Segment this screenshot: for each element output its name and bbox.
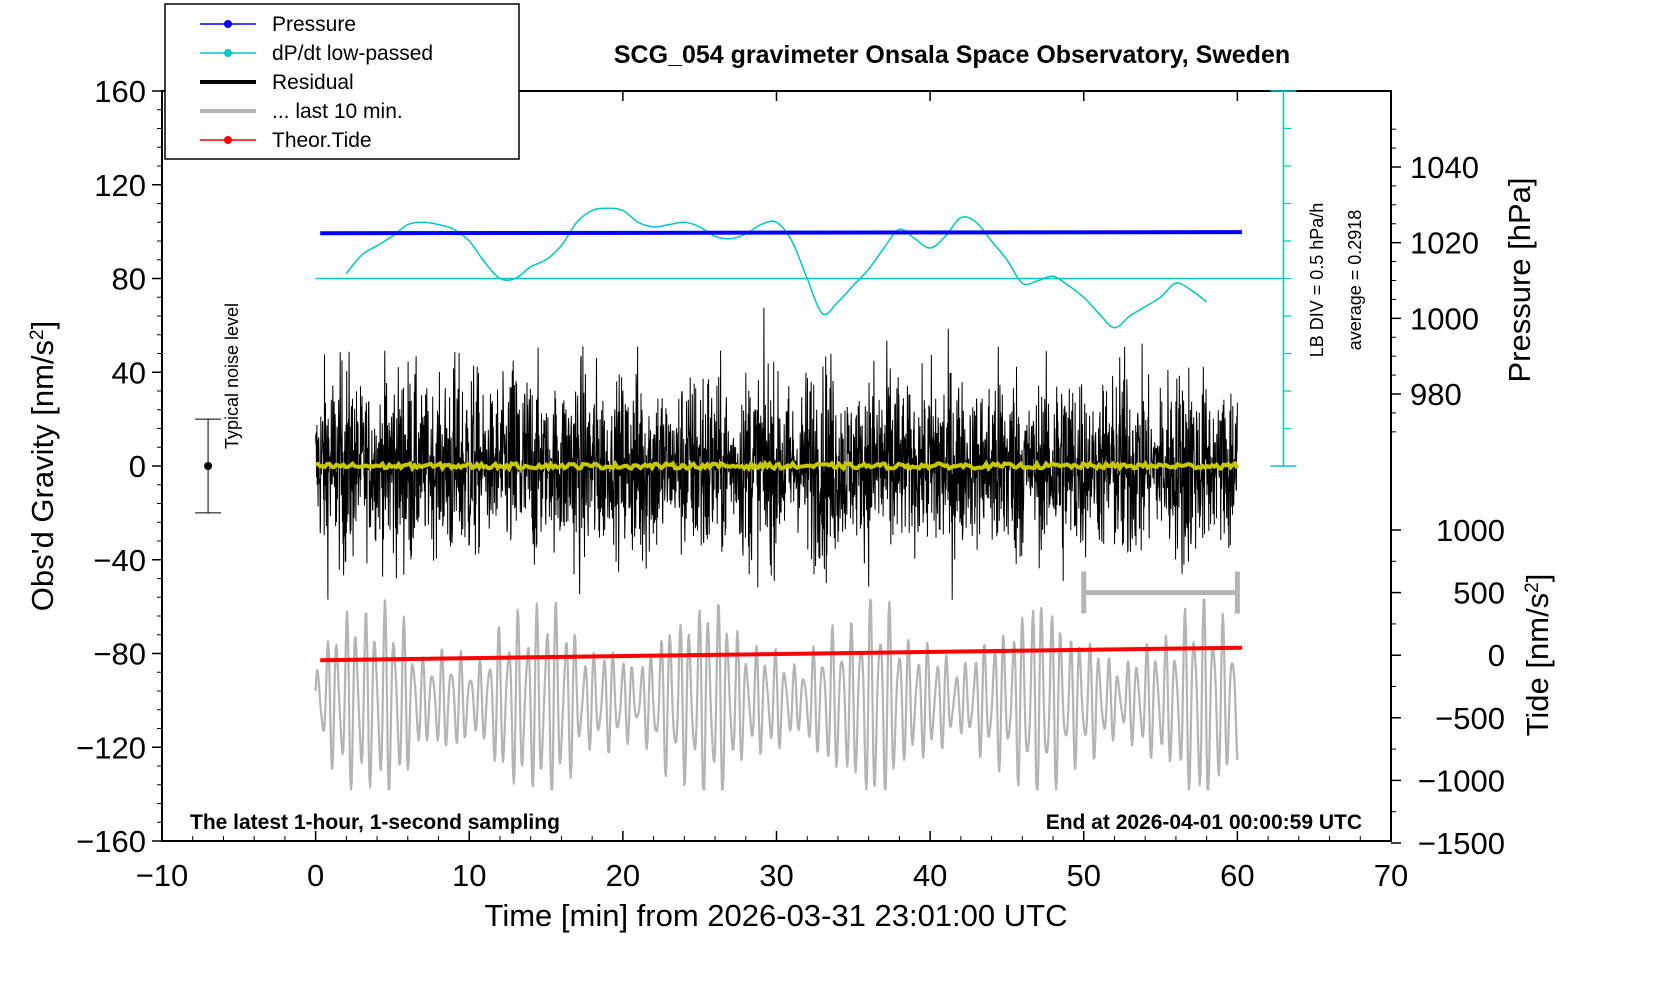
x-tick-label-7: 60	[1220, 858, 1254, 893]
end-time-note: End at 2026-04-01 00:00:59 UTC	[1046, 811, 1362, 834]
chart-title: SCG_054 gravimeter Onsala Space Observat…	[614, 41, 1290, 69]
y-tick-label-8: −160	[76, 824, 146, 859]
sampling-note: The latest 1-hour, 1-second sampling	[190, 811, 560, 834]
noise-center-dot	[204, 462, 213, 470]
dpdt-series	[315, 207, 1284, 329]
last-10-min-series	[314, 598, 1239, 791]
y-tick-label-0: 160	[94, 74, 146, 109]
x-tick-label-6: 50	[1067, 858, 1101, 893]
legend-label-last10: ... last 10 min.	[272, 100, 403, 123]
average-label: average = 0.2918	[1345, 210, 1365, 351]
legend-marker-4	[224, 136, 232, 144]
tide-label-close: ]	[1520, 574, 1555, 583]
y-tick-label-4: 0	[129, 449, 146, 484]
x-tick-label-2: 10	[452, 858, 486, 893]
tide-label-sup: 2	[1522, 582, 1543, 593]
x-tick-label-3: 20	[606, 858, 640, 893]
chart-annotations	[195, 90, 1297, 614]
dpdt-line	[345, 207, 1208, 329]
pressure-tick-label-2: 1000	[1410, 301, 1479, 336]
tide-tick-label-5: −1500	[1418, 826, 1505, 861]
legend-marker-0	[224, 20, 232, 28]
pressure-line	[320, 230, 1242, 236]
legend-items	[200, 20, 256, 144]
tide-line	[320, 645, 1243, 663]
legend-label-pressure: Pressure	[272, 13, 356, 36]
y-tick-label-6: −80	[93, 637, 146, 672]
tide-tick-label-0: 1000	[1436, 513, 1505, 548]
y-tick-label-5: −40	[93, 543, 146, 578]
legend-label-dpdt: dP/dt low-passed	[272, 42, 433, 65]
tide-tick-label-2: 0	[1488, 638, 1505, 673]
x-tick-label-0: −10	[136, 858, 189, 893]
y-left-label-sup: 2	[27, 329, 48, 340]
y-tick-label-2: 80	[112, 262, 146, 297]
lb-div-label: LB DIV = 0.5 hPa/h	[1307, 203, 1327, 358]
residual-smoothed-line	[315, 459, 1240, 473]
x-axis-label: Time [min] from 2026-03-31 23:01:00 UTC	[485, 898, 1068, 933]
legend-marker-1	[224, 49, 232, 57]
x-tick-label-5: 40	[913, 858, 947, 893]
x-axis: −10 0 10 20 30 40 50 60 70	[136, 91, 1408, 893]
residual-smoothed-series	[315, 459, 1240, 473]
residual-series	[315, 307, 1238, 600]
y-left-label-close: ]	[25, 321, 60, 330]
legend: Pressure dP/dt low-passed Residual ... l…	[164, 3, 520, 160]
x-tick-label-1: 0	[307, 858, 324, 893]
noise-label: Typical noise level	[222, 303, 242, 449]
y-left-label-main: Obs'd Gravity [nm/s	[25, 340, 60, 611]
tide-series	[320, 645, 1243, 663]
last-10-min-line	[314, 598, 1239, 791]
y-axis-pressure: 1040 1020 1000 980	[1391, 128, 1479, 433]
residual-line	[315, 307, 1238, 600]
tide-label-main: Tide [nm/s	[1520, 593, 1555, 737]
y-axis-left: 160 120 80 40 0 −40 −80 −120 −160	[76, 74, 162, 859]
legend-label-residual: Residual	[272, 71, 354, 94]
tide-tick-label-3: −500	[1435, 701, 1505, 736]
tide-tick-label-4: −1000	[1418, 763, 1505, 798]
pressure-series	[320, 230, 1242, 236]
y-tick-label-1: 120	[94, 168, 146, 203]
x-tick-label-8: 70	[1374, 858, 1408, 893]
y-tick-label-7: −120	[76, 730, 146, 765]
y-axis-tide: 1000 500 0 −500 −1000 −1500	[1391, 513, 1505, 861]
y-axis-pressure-label: Pressure [hPa]	[1502, 177, 1537, 382]
y-axis-left-label: Obs'd Gravity [nm/s2]	[25, 321, 60, 611]
y-axis-tide-label: Tide [nm/s2]	[1520, 574, 1555, 737]
y-tick-label-3: 40	[112, 355, 146, 390]
tide-tick-label-1: 500	[1453, 576, 1505, 611]
pressure-tick-label-0: 1040	[1410, 150, 1479, 185]
x-tick-label-4: 30	[759, 858, 793, 893]
legend-label-tide: Theor.Tide	[272, 129, 372, 152]
pressure-tick-label-1: 1020	[1410, 226, 1479, 261]
pressure-tick-label-3: 980	[1410, 377, 1462, 412]
